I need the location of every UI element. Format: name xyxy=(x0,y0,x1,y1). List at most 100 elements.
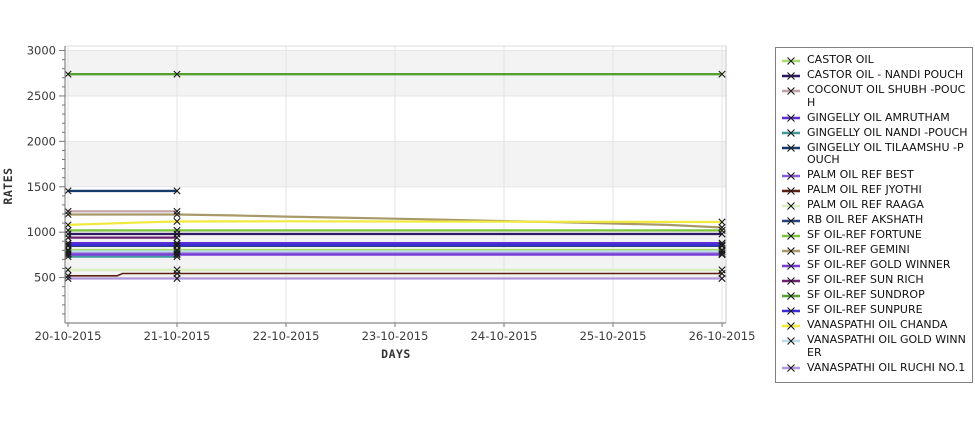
chart-legend: CASTOR OIL CASTOR OIL - NANDI POUCH COCONU… xyxy=(775,47,973,383)
legend-marker-icon xyxy=(782,216,800,225)
data-point-marker xyxy=(718,239,726,247)
y-tick-label: 1500 xyxy=(27,180,56,194)
legend-marker-icon xyxy=(782,71,800,80)
data-point-marker xyxy=(173,241,181,249)
legend-item-label: SF OIL-REF FORTUNE xyxy=(807,228,922,241)
data-point-marker xyxy=(173,274,181,283)
x-tick-label: 26-10-2015 xyxy=(689,329,756,343)
legend-item-rb-oil-ref-akshath: RB OIL REF AKSHATH xyxy=(781,213,968,227)
data-point-marker xyxy=(64,221,72,229)
data-point-marker xyxy=(718,274,726,283)
legend-marker-icon xyxy=(782,276,800,285)
data-point-marker xyxy=(173,251,181,259)
legend-item-label: GINGELLY OIL NANDI -POUCH xyxy=(807,125,968,139)
x-tick-label: 25-10-2015 xyxy=(580,329,647,343)
data-point-marker xyxy=(718,241,726,249)
x-tick-label: 20-10-2015 xyxy=(35,329,102,343)
legend-item-label: SF OIL-REF SUN RICH xyxy=(807,273,924,286)
y-tick-label: 500 xyxy=(34,271,56,285)
legend-item-castor-oil: CASTOR OIL xyxy=(781,53,968,67)
legend-marker-icon xyxy=(782,86,800,95)
legend-marker-icon xyxy=(782,336,800,345)
legend-item-label: VANASPATHI OIL CHANDA xyxy=(807,318,948,331)
x-tick-label: 22-10-2015 xyxy=(253,329,320,343)
legend-marker-icon xyxy=(782,171,800,180)
data-point-marker xyxy=(64,247,72,256)
x-axis-title: DAYS xyxy=(381,347,411,361)
legend-item-vanaspathi-oil-chanda: VANASPATHI OIL CHANDA xyxy=(781,318,968,332)
data-point-marker xyxy=(718,223,726,232)
x-tick-label: 23-10-2015 xyxy=(362,329,429,343)
data-point-marker xyxy=(173,226,181,234)
data-point-marker xyxy=(173,253,181,261)
data-point-marker xyxy=(173,249,181,258)
series-line-11 xyxy=(68,213,723,229)
data-point-marker xyxy=(64,272,72,280)
data-point-marker xyxy=(173,266,181,274)
series-line-16 xyxy=(67,220,723,226)
legend-item-label: PALM OIL REF BEST xyxy=(807,168,914,181)
legend-item-sf-oil-ref-gemini: SF OIL-REF GEMINI xyxy=(781,243,968,257)
legend-item-palm-oil-ref-best: PALM OIL REF BEST xyxy=(781,168,968,182)
data-point-marker xyxy=(64,70,72,78)
data-point-marker xyxy=(173,234,181,242)
legend-marker-icon xyxy=(782,144,800,152)
data-point-marker xyxy=(718,251,726,259)
data-point-marker xyxy=(173,210,181,219)
legend-item-label: GINGELLY OIL TILAAMSHU -POUCH xyxy=(807,140,964,166)
x-tick-label: 21-10-2015 xyxy=(144,329,211,343)
chart-canvas: 500 1000 1500 2000 2500 3000 20-10-2015 21-10-2… xyxy=(1,44,756,361)
data-point-marker xyxy=(718,249,726,258)
y-axis-title: RATES xyxy=(1,167,15,204)
data-point-marker xyxy=(173,207,181,215)
legend-item-gingelly-oil-tilaamshu-pouch: GINGELLY OIL TILAAMSHU -POUCH xyxy=(781,140,968,167)
legend-item-label: GINGELLY OIL AMRUTHAM xyxy=(807,110,950,124)
legend-marker-icon xyxy=(782,129,800,137)
data-point-marker xyxy=(173,242,181,250)
legend-item-label: RB OIL REF AKSHATH xyxy=(807,213,924,226)
data-point-marker xyxy=(173,239,181,247)
data-point-marker xyxy=(64,241,72,249)
legend-marker-icon xyxy=(782,261,800,270)
data-point-marker xyxy=(173,217,181,226)
data-point-marker xyxy=(718,70,726,78)
data-point-marker xyxy=(173,70,181,78)
data-point-marker xyxy=(64,207,72,215)
data-point-marker xyxy=(64,266,72,274)
legend-marker-icon xyxy=(782,56,800,65)
legend-item-label: CASTOR OIL - NANDI POUCH xyxy=(807,68,964,81)
legend-marker-icon xyxy=(782,186,800,195)
legend-item-vanaspathi-oil-gold-winner: VANASPATHI OIL GOLD WINNER xyxy=(781,333,968,359)
y-tick-label: 1000 xyxy=(27,225,56,239)
data-point-marker xyxy=(64,187,72,195)
data-point-marker xyxy=(64,249,72,258)
legend-marker-icon xyxy=(782,306,800,315)
legend-item-palm-oil-ref-jyothi: PALM OIL REF JYOTHI xyxy=(781,183,968,197)
data-point-marker xyxy=(718,266,726,274)
legend-marker-icon xyxy=(782,291,800,300)
legend-item-coconut-oil-shubh-pouch: COCONUT OIL SHUBH -POUCH xyxy=(781,83,968,109)
y-tick-label: 2500 xyxy=(27,89,56,103)
legend-item-castor-oil-nandi-pouch: CASTOR OIL - NANDI POUCH xyxy=(781,68,968,82)
legend-marker-icon xyxy=(782,321,800,330)
legend-item-label: CASTOR OIL xyxy=(807,53,874,66)
legend-item-gingelly-oil-amrutham: GINGELLY OIL AMRUTHAM xyxy=(781,110,968,125)
data-point-marker xyxy=(718,218,726,226)
legend-item-label: SF OIL-REF SUNDROP xyxy=(807,288,925,301)
y-tick-label: 2000 xyxy=(27,134,56,148)
legend-item-sf-oil-ref-gold-winner: SF OIL-REF GOLD WINNER xyxy=(781,258,968,272)
legend-item-label: PALM OIL REF RAAGA xyxy=(807,198,924,211)
data-point-marker xyxy=(64,253,72,261)
data-point-marker xyxy=(718,226,726,234)
data-point-marker xyxy=(718,247,726,256)
legend-item-sf-oil-ref-sundrop: SF OIL-REF SUNDROP xyxy=(781,288,968,302)
data-point-marker xyxy=(64,274,72,283)
legend-item-label: SF OIL-REF SUNPURE xyxy=(807,303,923,316)
legend-item-label: COCONUT OIL SHUBH -POUCH xyxy=(807,83,966,109)
legend-marker-icon xyxy=(782,114,800,122)
legend-marker-icon xyxy=(782,364,800,372)
x-tick-label: 24-10-2015 xyxy=(471,329,538,343)
legend-marker-icon xyxy=(782,246,800,255)
legend-item-palm-oil-ref-raaga: PALM OIL REF RAAGA xyxy=(781,198,968,212)
